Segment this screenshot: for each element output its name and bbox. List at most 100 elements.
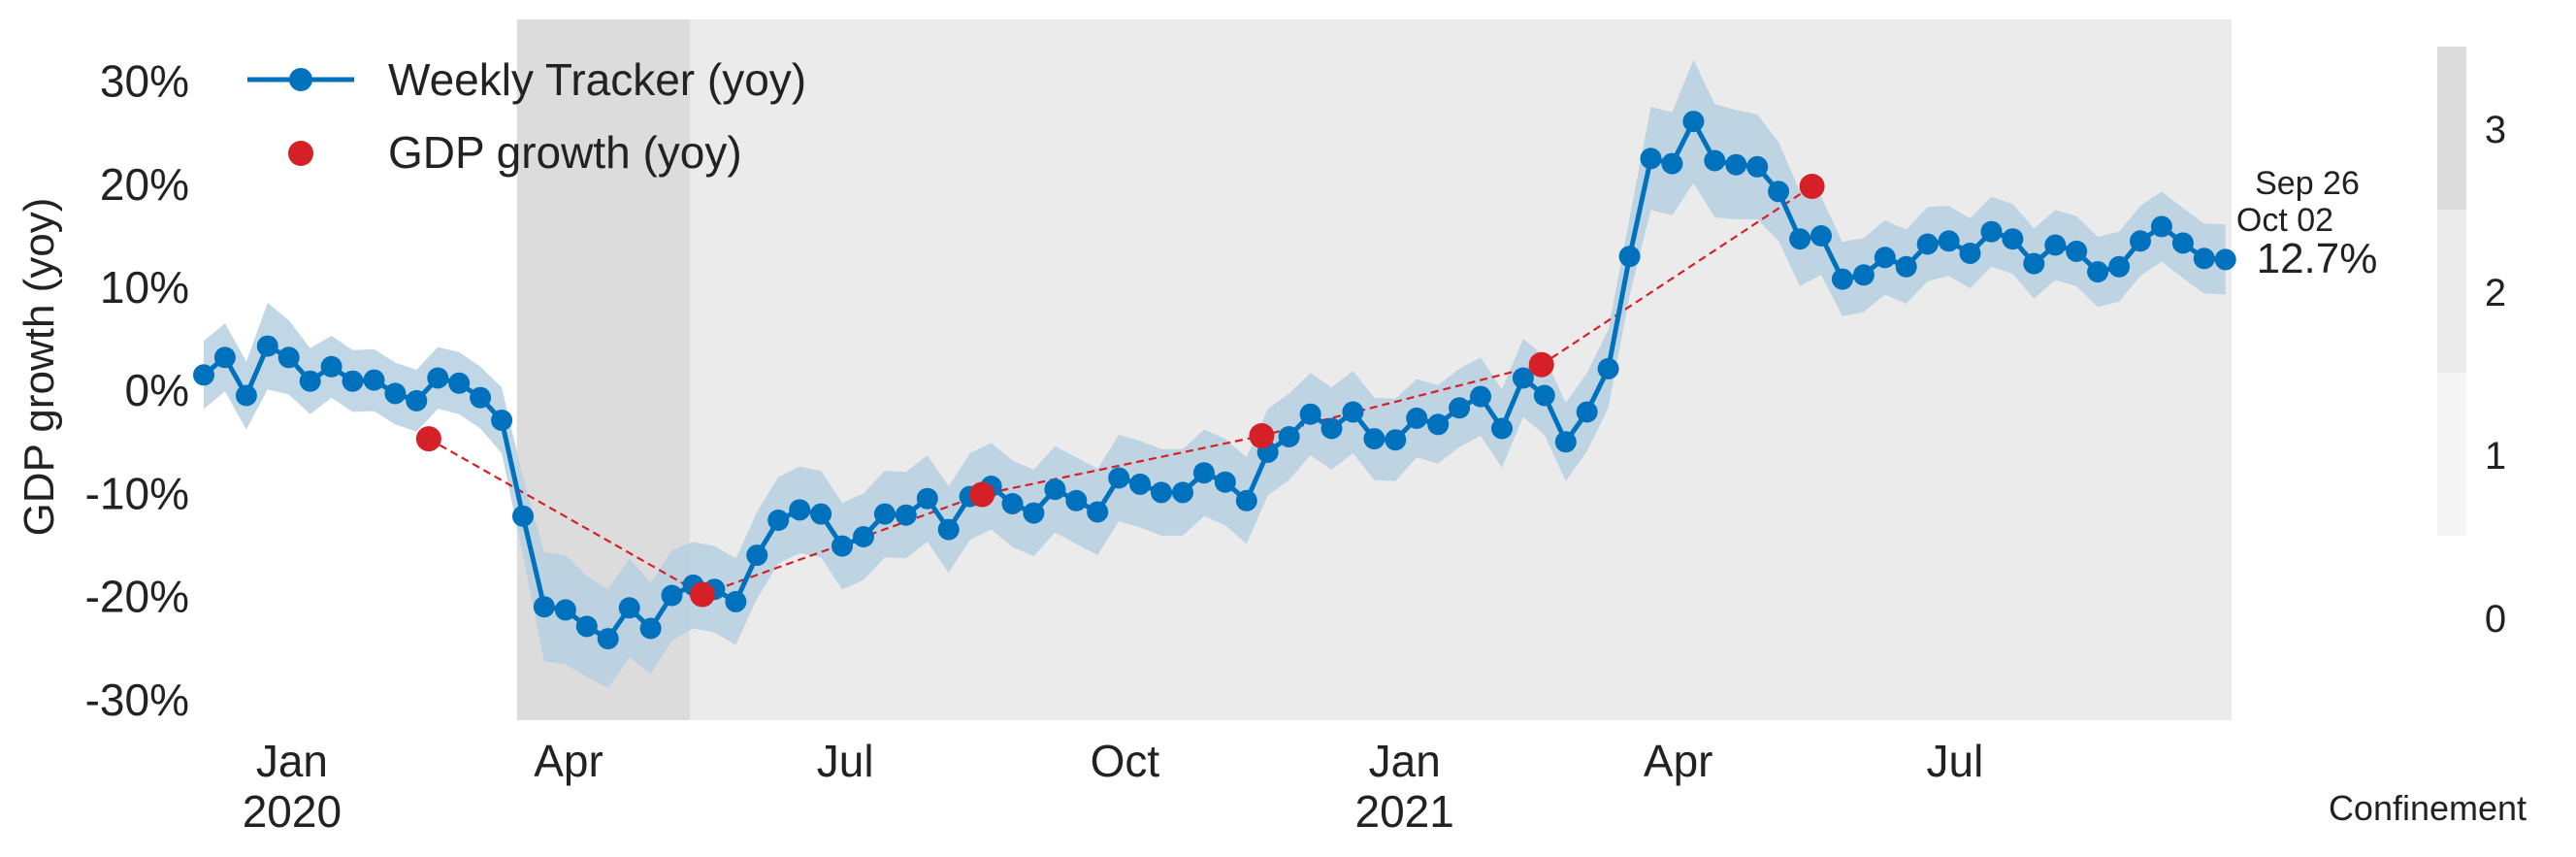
weekly-tracker-point-32 xyxy=(873,503,896,525)
colorbar-segment-2 xyxy=(2437,210,2466,373)
weekly-tracker-point-65 xyxy=(1576,401,1598,423)
y-axis-label: GDP growth (yoy) xyxy=(16,198,63,537)
weekly-tracker-point-15 xyxy=(512,505,534,527)
weekly-tracker-point-58 xyxy=(1427,413,1450,436)
weekly-tracker-point-85 xyxy=(2002,228,2024,250)
weekly-tracker-point-18 xyxy=(575,615,598,638)
weekly-tracker-point-25 xyxy=(725,590,747,612)
weekly-tracker-point-11 xyxy=(427,367,449,389)
weekly-tracker-point-79 xyxy=(1874,247,1896,269)
weekly-tracker-point-81 xyxy=(1916,233,1939,255)
uncertainty-band xyxy=(204,59,2226,689)
x-tick-label-6: Jul xyxy=(1926,736,1983,786)
weekly-tracker-series xyxy=(193,111,2236,650)
weekly-tracker-point-73 xyxy=(1746,155,1769,178)
x-tick-label-5: Apr xyxy=(1644,736,1713,786)
weekly-tracker-point-13 xyxy=(470,386,492,409)
confinement-shading xyxy=(516,19,2232,720)
gdp-growth-point-0 xyxy=(415,426,441,452)
weekly-tracker-point-70 xyxy=(1682,111,1705,133)
colorbar-segment-0 xyxy=(2437,536,2466,699)
weekly-tracker-point-63 xyxy=(1533,384,1555,407)
weekly-tracker-point-27 xyxy=(767,510,790,531)
weekly-tracker-point-21 xyxy=(639,617,662,640)
weekly-tracker-point-74 xyxy=(1768,181,1790,203)
legend-label-weekly-tracker: Weekly Tracker (yoy) xyxy=(388,54,806,105)
colorbar-tick-1: 1 xyxy=(2485,435,2506,478)
weekly-tracker-point-56 xyxy=(1385,429,1407,451)
weekly-tracker-point-61 xyxy=(1491,417,1513,440)
weekly-tracker-point-86 xyxy=(2023,252,2045,275)
weekly-tracker-point-94 xyxy=(2193,247,2215,270)
weekly-tracker-point-9 xyxy=(384,382,407,405)
weekly-tracker-point-68 xyxy=(1640,148,1662,170)
weekly-tracker-point-46 xyxy=(1172,481,1193,504)
weekly-tracker-point-82 xyxy=(1938,230,1960,252)
weekly-tracker-point-3 xyxy=(256,335,278,357)
weekly-tracker-point-84 xyxy=(1980,220,2003,243)
annotation-date-end: Oct 02 xyxy=(2236,202,2333,239)
legend-marker-weekly-tracker xyxy=(289,68,312,91)
gdp-growth-point-3 xyxy=(1249,423,1275,448)
weekly-tracker-point-59 xyxy=(1449,397,1471,419)
gdp-growth-points xyxy=(415,174,1825,608)
weekly-tracker-point-60 xyxy=(1470,385,1491,408)
weekly-tracker-point-62 xyxy=(1512,367,1534,389)
weekly-tracker-point-29 xyxy=(810,503,832,525)
y-tick-label-3: 0% xyxy=(125,365,189,415)
y-tick-label-4: 10% xyxy=(100,262,189,313)
weekly-tracker-point-44 xyxy=(1129,473,1152,495)
gdp-growth-point-5 xyxy=(1799,174,1825,199)
y-axis: -30% -20% -10% 0% 10% 20% 30% xyxy=(85,56,189,725)
weekly-tracker-point-10 xyxy=(406,389,428,412)
weekly-tracker-point-14 xyxy=(491,410,513,431)
colorbar-segment-3 xyxy=(2437,47,2466,210)
weekly-tracker-point-42 xyxy=(1087,501,1109,523)
x-tick-label-0: Jan xyxy=(256,736,328,786)
weekly-tracker-point-35 xyxy=(937,518,960,541)
weekly-tracker-point-43 xyxy=(1108,467,1130,489)
uncertainty-band-area xyxy=(204,59,2226,689)
weekly-tracker-point-92 xyxy=(2150,215,2172,238)
weekly-tracker-point-33 xyxy=(895,504,917,526)
weekly-tracker-point-19 xyxy=(597,628,619,650)
weekly-tracker-point-78 xyxy=(1852,264,1875,286)
weekly-tracker-point-12 xyxy=(448,372,471,394)
weekly-tracker-point-16 xyxy=(533,596,555,618)
weekly-tracker-point-66 xyxy=(1597,357,1619,379)
weekly-tracker-point-1 xyxy=(213,346,236,369)
weekly-tracker-point-87 xyxy=(2044,234,2067,256)
x-tick-year-4: 2021 xyxy=(1355,786,1454,837)
gdp-growth-series xyxy=(428,185,1813,596)
weekly-tracker-point-20 xyxy=(618,597,640,619)
colorbar-label: Confinement xyxy=(2329,788,2527,828)
weekly-tracker-point-52 xyxy=(1299,403,1321,425)
weekly-tracker-point-75 xyxy=(1789,228,1811,250)
weekly-tracker-point-72 xyxy=(1725,153,1747,176)
weekly-tracker-point-22 xyxy=(661,584,683,607)
weekly-tracker-point-77 xyxy=(1831,268,1853,290)
weekly-tracker-point-57 xyxy=(1406,407,1428,429)
weekly-tracker-point-91 xyxy=(2130,230,2151,252)
y-tick-label-5: 20% xyxy=(100,159,189,210)
weekly-tracker-point-64 xyxy=(1554,431,1577,453)
colorbar-tick-2: 2 xyxy=(2485,272,2506,314)
weekly-tracker-point-83 xyxy=(1959,243,1981,264)
x-tick-label-1: Apr xyxy=(534,736,603,786)
weekly-tracker-point-39 xyxy=(1023,502,1045,524)
annotation-date-start: Sep 26 xyxy=(2255,165,2360,202)
weekly-tracker-point-48 xyxy=(1214,471,1236,493)
weekly-tracker-point-47 xyxy=(1192,462,1215,484)
weekly-tracker-point-40 xyxy=(1044,478,1066,501)
weekly-tracker-point-26 xyxy=(746,544,768,567)
weekly-tracker-point-38 xyxy=(1001,493,1024,514)
x-tick-year-0: 2020 xyxy=(243,786,342,837)
weekly-tracker-point-67 xyxy=(1618,246,1641,268)
legend: Weekly Tracker (yoy) GDP growth (yoy) xyxy=(247,54,806,178)
legend-label-gdp-growth: GDP growth (yoy) xyxy=(388,127,742,178)
weekly-tracker-point-5 xyxy=(299,370,321,392)
gdp-growth-point-1 xyxy=(689,581,715,608)
gdp-growth-point-2 xyxy=(969,481,995,508)
gdp-growth-line xyxy=(428,185,1813,596)
